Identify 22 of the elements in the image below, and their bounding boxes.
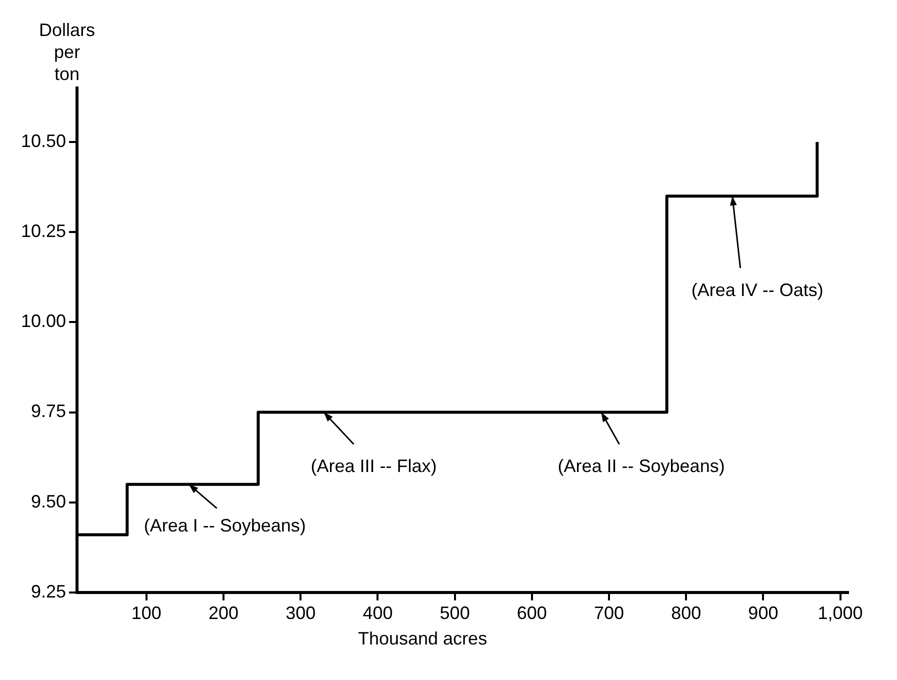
x-tick-label: 500 [440,603,470,624]
x-tick-label: 1,000 [818,603,863,624]
y-tick-label: 9.75 [30,401,66,422]
y-tick-label: 10.25 [20,221,66,242]
annotation: (Area IV -- Oats) [691,280,824,300]
y-tick-label: 9.25 [30,581,66,602]
x-tick-label: 700 [594,603,624,624]
x-tick-label: 400 [362,603,393,624]
x-tick-label: 100 [131,603,162,624]
y-tick-label: 9.50 [30,491,66,512]
annotation: (Area III -- Flax) [310,456,437,476]
x-tick-label: 800 [671,603,702,624]
annotation: (Area I -- Soybeans) [144,515,306,536]
y-tick-label: 10.50 [20,131,66,152]
x-tick-label: 300 [286,603,316,624]
y-axis-title: Dollars per ton [39,20,96,84]
y-tick-label: 10.00 [20,311,66,332]
x-tick-label: 200 [208,603,239,624]
x-tick-label: 900 [748,603,778,624]
x-tick-label: 600 [516,603,547,624]
x-axis-title: Thousand acres [358,628,488,648]
annotation: (Area II -- Soybeans) [558,456,725,476]
